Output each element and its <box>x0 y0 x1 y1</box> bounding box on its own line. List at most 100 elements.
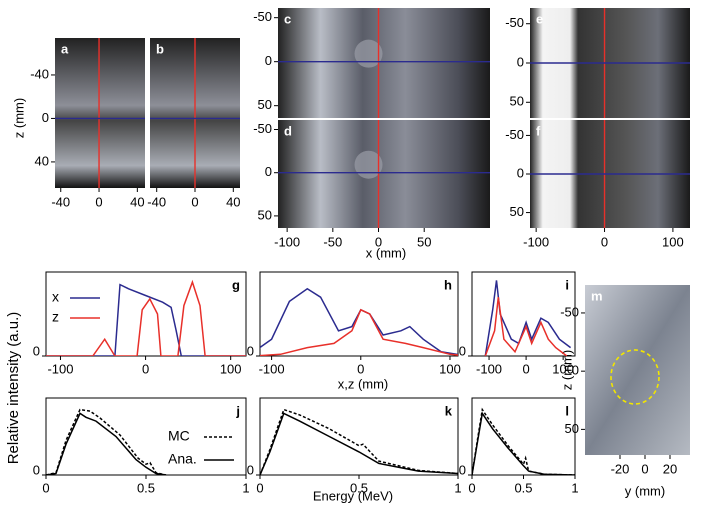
x-tick-label: 0 <box>641 461 648 476</box>
y-tick-label: -40 <box>30 66 49 81</box>
panel-label: k <box>445 403 453 418</box>
y-tick-label: 0 <box>517 165 524 180</box>
axis-label: x (mm) <box>366 245 406 260</box>
axis-label: Energy (MeV) <box>313 488 393 503</box>
x-tick-label: 0 <box>256 480 263 495</box>
y-tick-label: 40 <box>35 153 49 168</box>
line <box>46 408 167 475</box>
y-tick-label: 50 <box>258 97 272 112</box>
image-feature <box>354 150 383 179</box>
x-tick-label: 100 <box>662 234 684 249</box>
line <box>260 308 458 356</box>
panel-label: m <box>591 288 603 303</box>
y-tick-label: 50 <box>565 421 579 436</box>
y-tick-label: 50 <box>510 204 524 219</box>
plot-frame <box>45 271 247 357</box>
x-tick-label: 0.5 <box>137 480 155 495</box>
y-tick-label: 0 <box>459 462 466 477</box>
panel-label: j <box>235 403 240 418</box>
x-tick-label: -50 <box>323 234 342 249</box>
line <box>46 283 246 356</box>
panel-label: h <box>444 277 452 292</box>
image <box>278 120 490 228</box>
line <box>484 280 572 356</box>
x-tick-label: 0 <box>42 480 49 495</box>
x-tick-label: 20 <box>663 461 677 476</box>
line <box>46 279 246 356</box>
panel-label: c <box>284 11 291 26</box>
legend-label: z <box>52 309 59 325</box>
roi <box>610 349 660 405</box>
x-tick-label: 0 <box>375 234 382 249</box>
axis-label: z (mm) <box>11 98 26 138</box>
legend-label: Ana. <box>168 451 197 467</box>
legend-label: MC <box>168 428 190 444</box>
x-tick-label: 1 <box>454 480 461 495</box>
line <box>472 411 575 475</box>
y-tick-label: 50 <box>258 207 272 222</box>
x-tick-label: -100 <box>259 361 285 376</box>
y-tick-label: 0 <box>247 343 254 358</box>
plot-frame <box>259 271 459 357</box>
y-tick-label: 50 <box>510 94 524 109</box>
x-tick-label: 0 <box>191 194 198 209</box>
axis-label: Relative intensity (a.u.) <box>5 312 22 465</box>
x-tick-label: 1 <box>571 480 578 495</box>
y-tick-label: 0 <box>517 54 524 69</box>
x-tick-label: 100 <box>220 361 242 376</box>
x-tick-label: 0 <box>468 480 475 495</box>
image <box>55 38 145 188</box>
x-tick-label: 40 <box>130 194 144 209</box>
x-tick-label: -100 <box>274 234 300 249</box>
y-tick-label: 0 <box>572 363 579 378</box>
x-tick-label: 0 <box>522 361 529 376</box>
y-tick-label: -50 <box>505 15 524 30</box>
x-tick-label: -100 <box>476 361 502 376</box>
image-feature <box>354 39 383 68</box>
x-tick-label: 0.5 <box>514 480 532 495</box>
line <box>260 408 458 475</box>
panel-label: l <box>565 403 569 418</box>
y-tick-label: 0 <box>33 343 40 358</box>
x-tick-label: -40 <box>51 194 70 209</box>
x-tick-label: -100 <box>47 361 73 376</box>
image <box>278 8 490 118</box>
line <box>484 297 568 356</box>
x-tick-label: 0 <box>142 361 149 376</box>
x-tick-label: 1 <box>242 480 249 495</box>
x-tick-label: 0 <box>357 361 364 376</box>
line <box>260 412 458 475</box>
line <box>260 287 458 356</box>
x-tick-label: 100 <box>552 361 574 376</box>
panel-label: d <box>284 123 292 138</box>
panel-label: e <box>536 11 543 26</box>
legend-label: x <box>52 289 59 305</box>
y-tick-label: 0 <box>265 164 272 179</box>
x-tick-label: -20 <box>611 461 630 476</box>
x-tick-label: -40 <box>147 194 166 209</box>
panel-label: f <box>536 123 541 138</box>
image <box>585 285 690 455</box>
x-tick-label: 0 <box>601 234 608 249</box>
axis-label: x,z (mm) <box>338 376 389 391</box>
y-tick-label: -50 <box>253 121 272 136</box>
y-tick-label: 0 <box>459 343 466 358</box>
x-tick-label: 100 <box>439 361 461 376</box>
y-tick-label: 0 <box>247 462 254 477</box>
panel-label: g <box>232 277 240 292</box>
y-tick-label: -50 <box>560 304 579 319</box>
plot-frame <box>471 271 576 357</box>
x-tick-label: 0 <box>95 194 102 209</box>
panel-label: a <box>61 41 69 56</box>
y-tick-label: 0 <box>42 110 49 125</box>
y-tick-label: -50 <box>253 9 272 24</box>
y-tick-label: 0 <box>265 53 272 68</box>
y-tick-label: -50 <box>505 127 524 142</box>
line <box>46 412 167 475</box>
x-tick-label: 40 <box>226 194 240 209</box>
axis-label: y (mm) <box>625 483 665 498</box>
x-tick-label: -100 <box>523 234 549 249</box>
y-tick-label: 0 <box>33 462 40 477</box>
x-tick-label: 0.5 <box>350 480 368 495</box>
